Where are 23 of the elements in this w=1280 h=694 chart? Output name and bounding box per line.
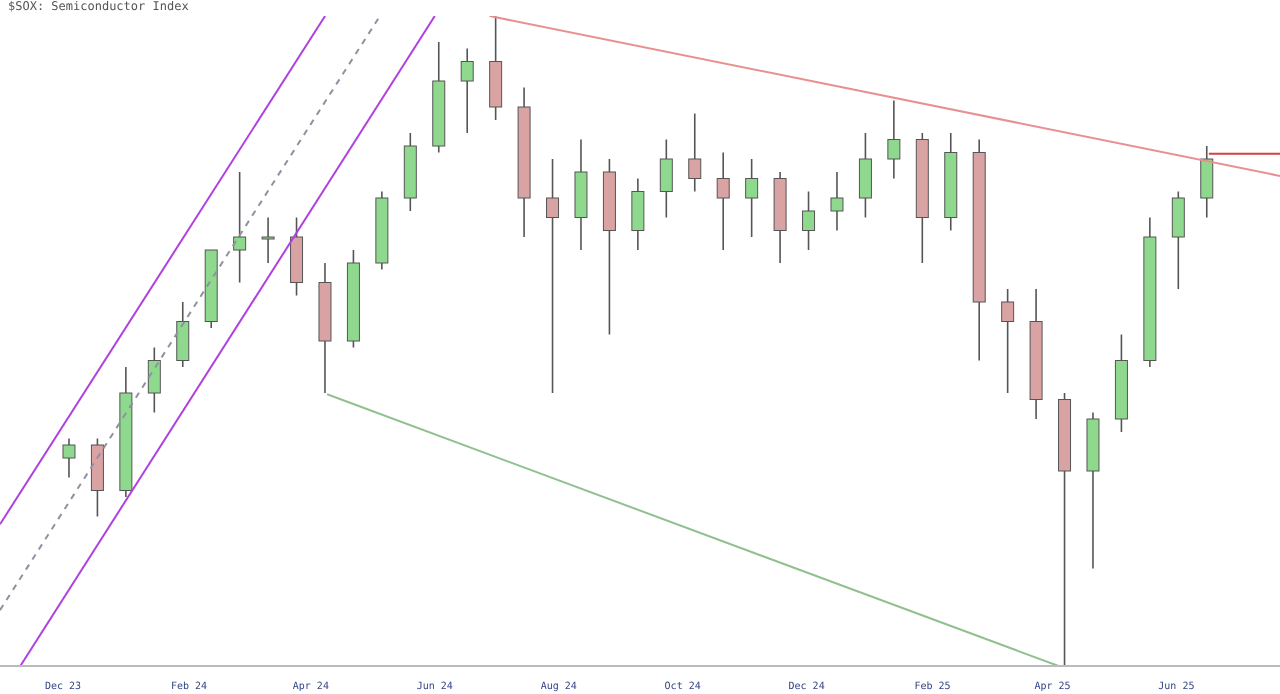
candlestick (574, 138, 588, 251)
candlestick (1171, 190, 1185, 290)
candlestick (1200, 145, 1214, 219)
candlestick (659, 138, 673, 219)
candlestick (90, 437, 104, 518)
candlestick (830, 171, 844, 232)
candlestick (802, 190, 816, 251)
candlestick (858, 132, 872, 219)
candlestick (716, 151, 730, 251)
candlestick (887, 99, 901, 180)
candlestick (688, 112, 702, 193)
candlestick (290, 216, 304, 297)
candlestick (233, 171, 247, 284)
candlestick (261, 216, 275, 264)
candlestick (489, 16, 503, 121)
candlestick (62, 437, 76, 479)
candlestick (176, 301, 190, 368)
candlestick (147, 346, 161, 414)
candlestick (460, 47, 474, 134)
candlestick (745, 158, 759, 238)
candlestick (631, 177, 645, 251)
candlestick (546, 158, 560, 394)
candlestick (1001, 288, 1015, 394)
